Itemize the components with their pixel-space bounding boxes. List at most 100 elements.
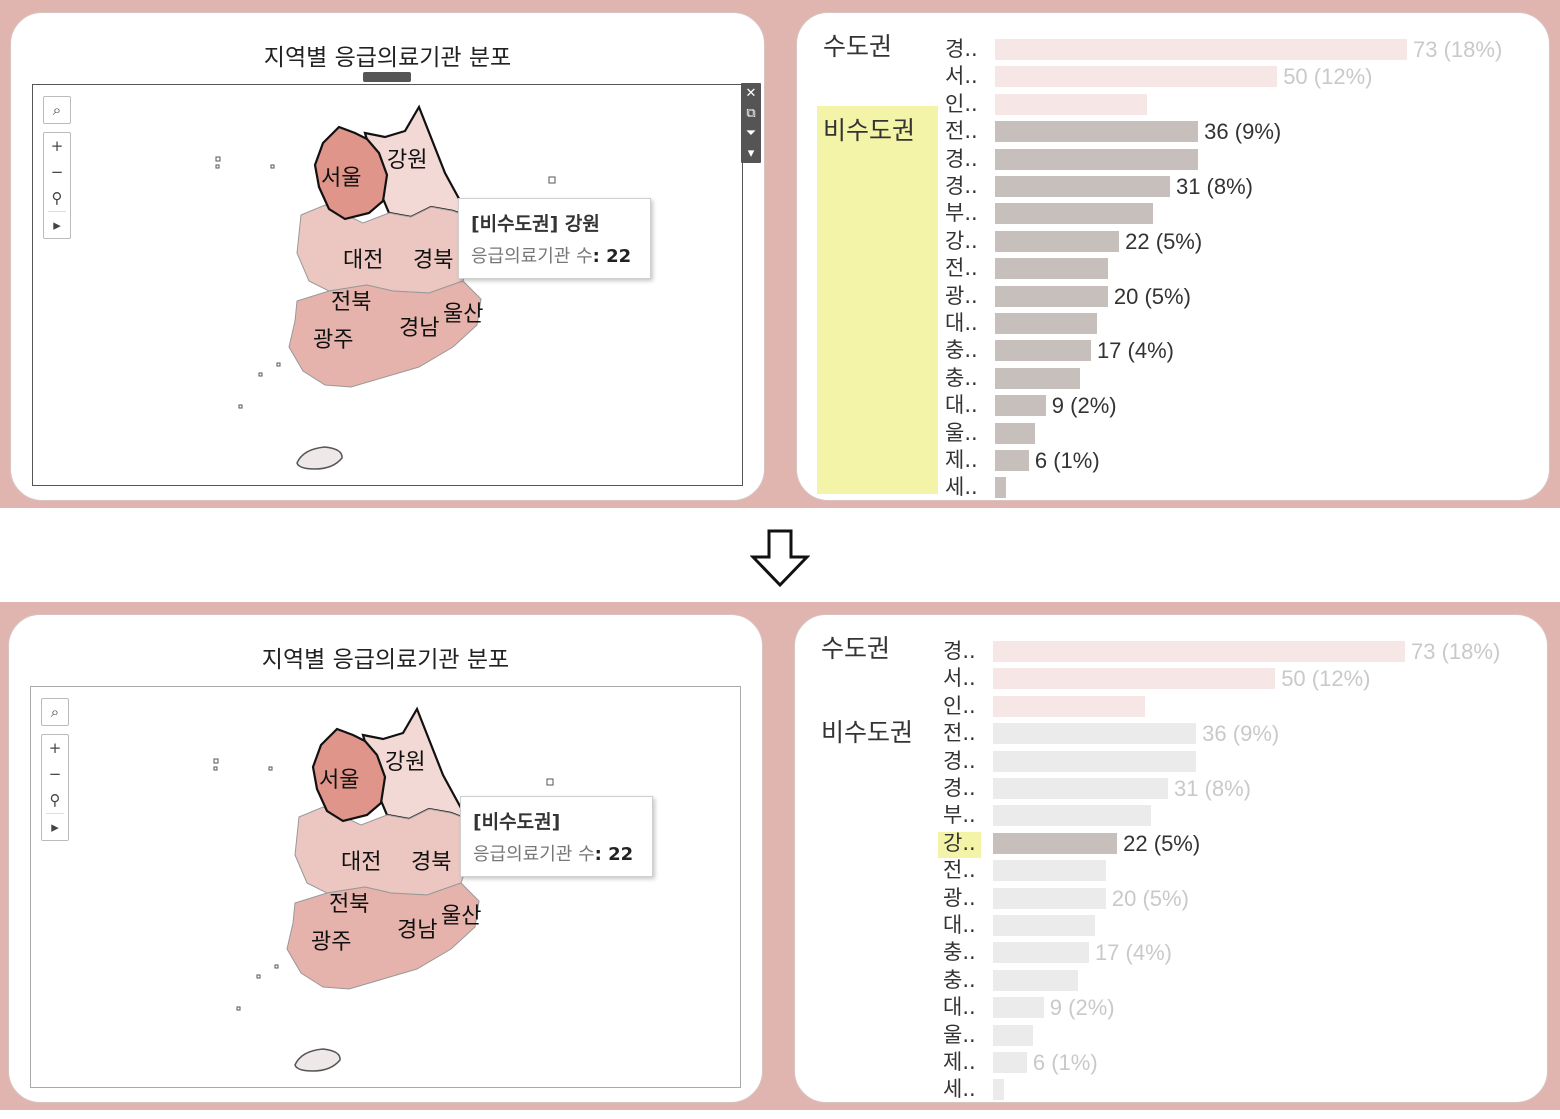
bar[interactable] <box>995 313 1097 334</box>
category-label[interactable]: 세.. <box>943 1077 976 1102</box>
group-label-noncapital[interactable]: 비수도권 <box>823 116 916 145</box>
zoom-in-icon[interactable]: + <box>50 137 64 155</box>
map-region-jeju[interactable] <box>294 1048 341 1072</box>
bar[interactable] <box>995 395 1046 417</box>
bar[interactable] <box>995 422 1035 444</box>
category-label[interactable]: 제.. <box>945 448 978 472</box>
map-frame[interactable]: 서울 강원 대전 경북 전북 광주 경남 울산 ⌕ + − ⚲ ▸ <box>32 84 743 486</box>
korea-map[interactable]: 서울 강원 대전 경북 전북 광주 경남 울산 <box>33 85 744 487</box>
category-label[interactable]: 울.. <box>945 420 978 445</box>
category-label[interactable]: 경.. <box>943 748 976 773</box>
more-icon[interactable]: ▾ <box>747 145 755 161</box>
bar[interactable] <box>993 668 1276 690</box>
bar[interactable] <box>995 203 1154 225</box>
bar[interactable] <box>995 340 1091 362</box>
bar[interactable] <box>995 450 1029 471</box>
close-icon[interactable]: ✕ <box>745 85 757 101</box>
bar[interactable] <box>993 1079 1005 1101</box>
bar[interactable] <box>995 285 1108 307</box>
map-region-south[interactable] <box>288 280 482 388</box>
filter-icon[interactable]: ⏷ <box>745 125 757 141</box>
bar[interactable] <box>995 230 1120 252</box>
bar[interactable] <box>993 641 1405 662</box>
bar[interactable] <box>993 695 1146 717</box>
pin-icon[interactable]: ⚲ <box>49 791 61 809</box>
bar[interactable] <box>993 805 1152 827</box>
category-label[interactable]: 대.. <box>943 995 976 1020</box>
category-label[interactable]: 대.. <box>943 913 976 937</box>
bar[interactable] <box>995 176 1170 197</box>
drag-handle[interactable] <box>363 72 411 82</box>
category-label[interactable]: 부.. <box>945 201 978 226</box>
category-label[interactable]: 전.. <box>945 119 978 144</box>
korea-map[interactable]: 서울 강원 대전 경북 전북 광주 경남 울산 <box>31 687 742 1089</box>
bar[interactable] <box>993 997 1044 1019</box>
bar[interactable] <box>993 778 1168 799</box>
search-icon[interactable]: ⌕ <box>52 101 62 119</box>
tooltip-measure-label: 응급의료기관 수 <box>471 246 593 267</box>
category-label[interactable]: 인.. <box>943 693 976 718</box>
bar[interactable] <box>995 39 1407 60</box>
bar[interactable] <box>993 1024 1033 1046</box>
group-label-noncapital[interactable]: 비수도권 <box>821 718 914 747</box>
map-frame[interactable]: 서울 강원 대전 경북 전북 광주 경남 울산 ⌕ + − ⚲ ▸ <box>30 686 741 1088</box>
category-label[interactable]: 충.. <box>945 338 978 363</box>
category-label[interactable]: 서.. <box>945 64 978 89</box>
bar[interactable] <box>993 887 1106 909</box>
category-label[interactable]: 충.. <box>945 365 978 390</box>
map-region-jeju[interactable] <box>296 446 343 470</box>
category-label[interactable]: 대.. <box>945 393 978 418</box>
group-label-capital[interactable]: 수도권 <box>821 634 891 663</box>
category-label[interactable]: 경.. <box>943 776 976 800</box>
category-label[interactable]: 전.. <box>943 858 976 883</box>
category-label[interactable]: 인.. <box>945 91 978 116</box>
bar[interactable] <box>993 915 1095 936</box>
bar[interactable] <box>993 1052 1027 1073</box>
bar[interactable] <box>993 942 1089 964</box>
search-icon[interactable]: ⌕ <box>50 703 60 721</box>
category-label[interactable]: 울.. <box>943 1022 976 1047</box>
category-label[interactable]: 경.. <box>945 37 978 61</box>
bar[interactable] <box>995 367 1080 389</box>
bar[interactable] <box>993 750 1197 772</box>
bar[interactable] <box>995 148 1199 170</box>
category-label[interactable]: 전.. <box>943 721 976 746</box>
category-label[interactable]: 세.. <box>945 475 978 500</box>
category-label[interactable]: 대.. <box>945 311 978 335</box>
category-label[interactable]: 경.. <box>943 639 976 663</box>
bar[interactable] <box>995 258 1108 280</box>
category-label[interactable]: 경.. <box>945 146 978 171</box>
category-label[interactable]: 제.. <box>943 1050 976 1074</box>
play-icon[interactable]: ▸ <box>53 216 61 234</box>
bar[interactable] <box>995 121 1199 143</box>
bar[interactable] <box>993 832 1118 854</box>
pin-icon[interactable]: ⚲ <box>51 189 63 207</box>
category-label[interactable]: 전.. <box>945 256 978 281</box>
bar[interactable] <box>995 477 1007 499</box>
category-label[interactable]: 충.. <box>943 940 976 965</box>
bar[interactable] <box>993 723 1197 745</box>
zoom-out-icon[interactable]: − <box>50 163 64 181</box>
bar[interactable] <box>995 66 1278 88</box>
category-label[interactable]: 광.. <box>945 283 978 308</box>
category-label[interactable]: 부.. <box>943 803 976 828</box>
map-region-seoul[interactable] <box>311 727 387 823</box>
category-label[interactable]: 광.. <box>943 885 976 910</box>
category-label[interactable]: 강.. <box>943 830 976 855</box>
bar[interactable] <box>993 860 1106 882</box>
toolbar-divider <box>45 813 65 814</box>
bar-value-label: 36 (9%) <box>1204 119 1282 145</box>
category-label[interactable]: 강.. <box>945 228 978 253</box>
bar[interactable] <box>995 93 1148 115</box>
bar[interactable] <box>993 969 1078 991</box>
popout-icon[interactable]: ⧉ <box>746 105 756 121</box>
category-label[interactable]: 경.. <box>945 174 978 198</box>
zoom-out-icon[interactable]: − <box>48 765 62 783</box>
group-label-capital[interactable]: 수도권 <box>823 32 893 61</box>
zoom-in-icon[interactable]: + <box>48 739 62 757</box>
category-label[interactable]: 서.. <box>943 666 976 691</box>
map-region-south[interactable] <box>286 882 480 990</box>
play-icon[interactable]: ▸ <box>51 818 59 836</box>
map-region-seoul[interactable] <box>313 125 389 221</box>
category-label[interactable]: 충.. <box>943 967 976 992</box>
